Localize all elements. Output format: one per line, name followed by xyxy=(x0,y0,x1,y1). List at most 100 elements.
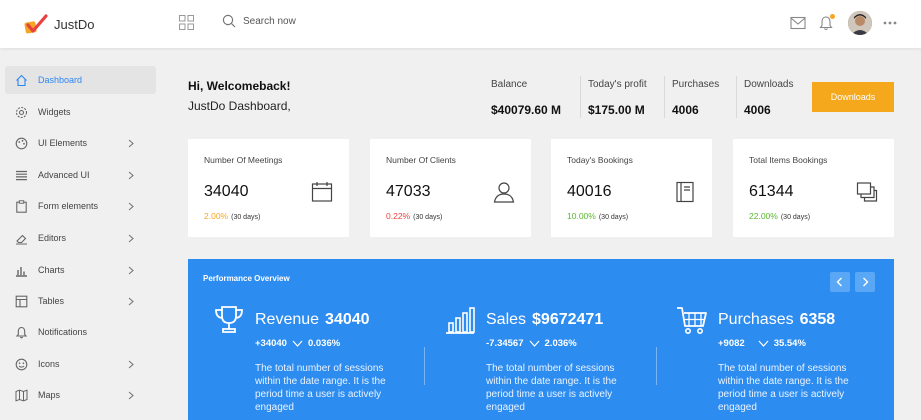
brand[interactable]: JustDo xyxy=(24,13,94,35)
change-period: (30 days) xyxy=(780,214,811,221)
stat-label: Purchases xyxy=(672,79,720,90)
top-actions xyxy=(790,11,897,35)
mail-icon[interactable] xyxy=(790,16,806,30)
divider xyxy=(736,76,737,118)
sidebar-item-label: Notifications xyxy=(38,327,88,337)
sidebar-item-ui-elements[interactable]: UI Elements xyxy=(5,129,156,157)
stat-label: Balance xyxy=(491,79,528,90)
card-value: 61344 xyxy=(749,183,794,200)
sidebar-item-icons[interactable]: Icons xyxy=(5,350,156,378)
top-navbar: JustDo xyxy=(0,0,921,48)
card-bookings: Today's Bookings 40016 10.00% (30 days) xyxy=(551,139,712,237)
card-total-items-bookings: Total Items Bookings 61344 22.00% (30 day… xyxy=(733,139,894,237)
table-icon xyxy=(15,295,28,307)
chevron-right-icon xyxy=(128,266,134,274)
bar-chart-icon xyxy=(446,307,475,334)
metric-value: 34040 xyxy=(325,311,370,328)
metric-name: Sales xyxy=(486,311,527,328)
change-percent: 2.036% xyxy=(544,338,577,349)
sidebar-item-widgets[interactable]: Widgets xyxy=(5,98,156,126)
sidebar-item-label: Advanced UI xyxy=(38,170,90,180)
avatar[interactable] xyxy=(848,11,872,35)
notifications-button[interactable] xyxy=(818,14,835,31)
clipboard-icon xyxy=(16,199,27,213)
sidebar-item-label: Form elements xyxy=(38,201,99,211)
metric-name: Purchases xyxy=(718,311,794,328)
previous-button[interactable] xyxy=(830,272,850,292)
chevron-down-icon xyxy=(758,340,769,347)
card-title: Today's Bookings xyxy=(567,155,633,165)
change-period: (30 days) xyxy=(413,214,443,221)
metric-change: +9082 35.54% xyxy=(718,338,886,349)
bar-chart-icon xyxy=(16,266,27,277)
sidebar-item-label: Dashboard xyxy=(38,75,83,85)
eraser-icon xyxy=(16,234,27,245)
card-value: 47033 xyxy=(386,183,431,200)
calendar-icon xyxy=(311,182,333,202)
performance-overview-panel: Performance Overview Revenue 34040 +3404… xyxy=(188,259,894,420)
sidebar-item-advanced-ui[interactable]: Advanced UI xyxy=(5,161,156,189)
metric-value: $9672471 xyxy=(532,311,604,328)
metric-description: The total number of sessions within the … xyxy=(255,363,386,413)
sidebar: Dashboard Widgets UI Elements Advanced U… xyxy=(0,48,164,420)
home-icon xyxy=(16,74,27,86)
map-icon xyxy=(15,388,28,402)
sidebar-item-charts[interactable]: Charts xyxy=(5,256,156,284)
card-value: 40016 xyxy=(567,183,612,200)
stat-label: Today's profit xyxy=(588,79,647,90)
chevron-down-icon xyxy=(529,340,539,347)
chevron-down-icon xyxy=(292,340,303,347)
stat-value: 4006 xyxy=(744,103,771,117)
metric-purchases: Purchases 6358 +9082 35.54% The total nu… xyxy=(676,304,886,414)
grid-menu-icon[interactable] xyxy=(179,15,194,30)
sidebar-item-label: Widgets xyxy=(38,107,71,117)
search-bar xyxy=(222,14,363,28)
stat-purchases: Purchases 4006 xyxy=(672,79,719,117)
sidebar-item-dashboard[interactable]: Dashboard xyxy=(5,66,156,94)
change-amount: +9082 xyxy=(718,338,745,349)
metric-name: Revenue xyxy=(255,311,320,328)
change-percent: 22.00% xyxy=(749,211,778,221)
change-period: (30 days) xyxy=(598,214,629,221)
stat-balance: Balance $40079.60 M xyxy=(491,79,561,117)
card-meetings: Number Of Meetings 34040 2.00% (30 days) xyxy=(188,139,349,237)
metric-change: -7.34567 2.036% xyxy=(486,338,654,349)
metric-sales: Sales $9672471 -7.34567 2.036% The total… xyxy=(444,304,654,414)
search-input[interactable] xyxy=(243,15,363,27)
change-percent: 0.036% xyxy=(307,338,341,349)
bell-icon xyxy=(15,326,28,338)
divider xyxy=(656,347,657,385)
next-button[interactable] xyxy=(855,272,875,292)
bell-icon xyxy=(819,16,833,31)
sidebar-item-form-elements[interactable]: Form elements xyxy=(5,192,156,220)
notification-dot xyxy=(830,14,835,19)
change-amount: -7.34567 xyxy=(486,338,524,349)
card-title: Total Items Bookings xyxy=(749,155,828,165)
card-change: 0.22% (30 days) xyxy=(386,211,442,221)
trophy-icon xyxy=(215,306,243,333)
sidebar-item-maps[interactable]: Maps xyxy=(5,381,156,409)
change-amount: +34040 xyxy=(255,338,287,349)
change-percent: 10.00% xyxy=(567,211,596,221)
search-icon[interactable] xyxy=(222,14,236,28)
stat-label: Downloads xyxy=(744,79,794,90)
chevron-right-icon xyxy=(128,360,134,368)
palette-icon xyxy=(15,137,28,149)
downloads-button[interactable]: Downloads xyxy=(812,82,894,112)
chevron-right-icon xyxy=(128,171,134,179)
sidebar-item-editors[interactable]: Editors xyxy=(5,224,156,252)
stat-value: $40079.60 M xyxy=(491,103,562,117)
sidebar-item-label: UI Elements xyxy=(38,138,88,148)
panel-title: Performance Overview xyxy=(203,274,290,283)
welcome-header: Hi, Welcomeback! JustDo Dashboard, xyxy=(188,79,291,113)
sidebar-item-notifications[interactable]: Notifications xyxy=(5,318,156,346)
more-icon[interactable] xyxy=(883,21,897,25)
card-title: Number Of Meetings xyxy=(204,155,283,165)
metric-description: The total number of sessions within the … xyxy=(486,363,617,413)
card-change: 22.00% (30 days) xyxy=(749,211,810,221)
card-title: Number Of Clients xyxy=(386,155,456,165)
metric-value: 6358 xyxy=(799,311,836,328)
sidebar-item-tables[interactable]: Tables xyxy=(5,287,156,315)
chevron-right-icon xyxy=(128,391,134,399)
logo-icon xyxy=(24,14,48,34)
